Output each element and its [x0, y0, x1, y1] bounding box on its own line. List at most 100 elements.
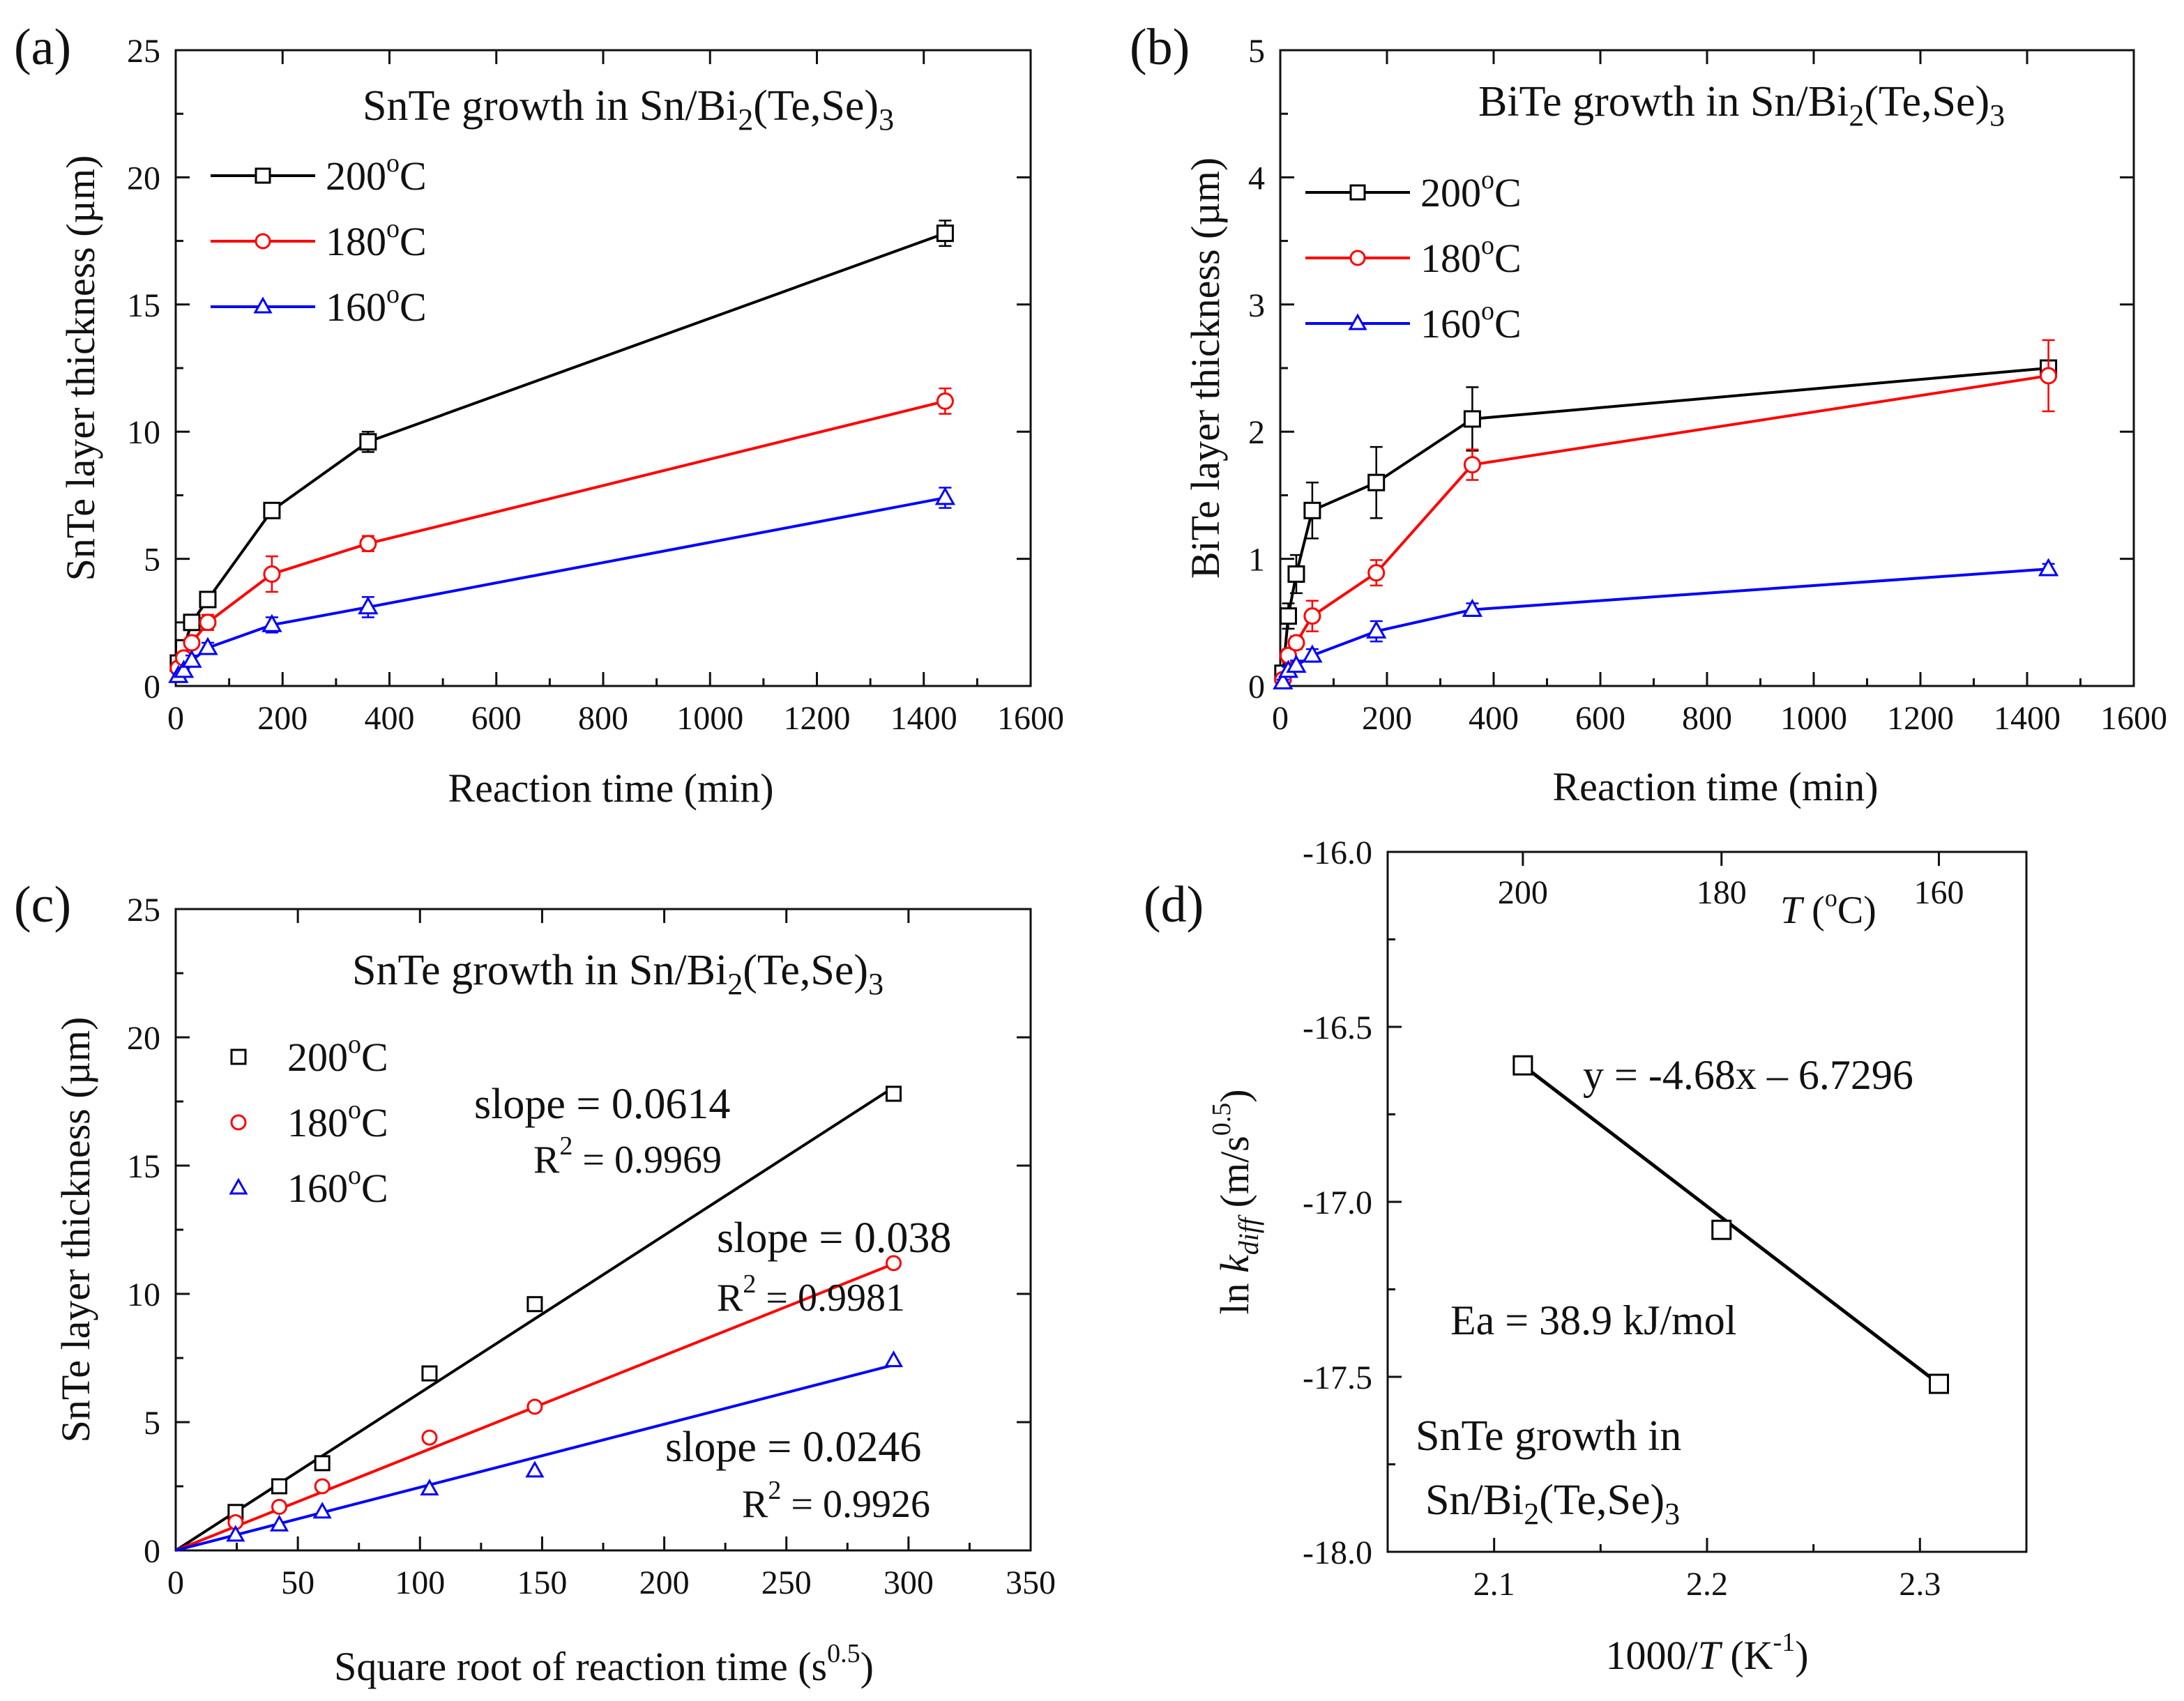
panel-a-frame — [174, 49, 1032, 687]
data-point — [181, 649, 202, 668]
y-tick-label: 15 — [127, 1148, 160, 1185]
y-tick-label: -16.0 — [1303, 834, 1372, 871]
data-point — [525, 1460, 545, 1478]
y-tick-label: 5 — [144, 1405, 160, 1442]
y-tick-label: 4 — [1248, 160, 1265, 197]
panel-d-series — [1512, 1055, 1950, 1394]
panel-d-top-axis-label: T (oC) — [1780, 884, 1876, 932]
legend-marker — [1349, 184, 1366, 201]
panel-c-chart: 0 50 100 150 200 250 300 350 0 5 10 15 20 25 SnTe gro… — [53, 892, 1056, 1689]
data-point — [936, 392, 954, 410]
x-tick-label: 1400 — [890, 700, 957, 737]
x-tick-label: 1000 — [676, 700, 743, 737]
data-point — [199, 613, 217, 632]
x-tick-label: 1400 — [1994, 700, 2061, 737]
x-tick-label: 1200 — [784, 700, 851, 737]
panel-c-ticks: 0 50 100 150 200 250 300 350 0 5 10 15 20 25 — [127, 892, 1056, 1601]
x-tick-label: 200 — [257, 700, 308, 737]
panel-d-equation: y = -4.68x – 6.7296 — [1583, 1052, 1913, 1098]
y-tick-label: -17.5 — [1303, 1359, 1372, 1396]
panel-c-series — [174, 1085, 904, 1552]
x-tick-label: 2.2 — [1686, 1566, 1728, 1603]
x-tick-label: 50 — [281, 1564, 314, 1601]
data-point — [226, 1525, 245, 1542]
y-tick-label: 2 — [1248, 414, 1265, 451]
x-tick-label: 1200 — [1887, 700, 1954, 737]
slope-annotation: slope = 0.0614 — [474, 1081, 730, 1128]
panel-d-ylabel: ln kdiff (m/s0.5) — [1207, 1089, 1264, 1314]
data-point — [1367, 564, 1386, 582]
panel-c-xlabel: Square root of reaction time (s0.5) — [334, 1639, 874, 1689]
data-point — [885, 1085, 902, 1102]
data-point — [526, 1398, 543, 1415]
r2-annotation: R2 = 0.9969 — [533, 1131, 722, 1182]
panel-b-legend: 200oC 180oC 160oC — [1305, 165, 1522, 346]
legend-label: 200oC — [326, 148, 427, 199]
x-tick-label: 0 — [167, 700, 184, 737]
y-tick-label: 20 — [127, 1020, 160, 1057]
y-tick-label: 0 — [144, 669, 160, 705]
x-tick-label: 600 — [1575, 700, 1625, 737]
data-point — [312, 1502, 332, 1519]
slope-annotation: slope = 0.0246 — [665, 1424, 921, 1471]
series-line — [177, 399, 946, 669]
data-point — [1287, 565, 1305, 583]
fit-line — [174, 1086, 895, 1552]
r2-annotation: R2 = 0.9981 — [717, 1269, 905, 1320]
panel-a-xlabel: Reaction time (min) — [448, 765, 773, 811]
panel-b-xlabel: Reaction time (min) — [1552, 764, 1878, 809]
panel-a-chart: 0 200 400 600 800 1000 1200 1400 16000510152025 … — [58, 33, 1064, 811]
legend-label: 180oC — [326, 214, 427, 264]
data-point — [936, 224, 954, 243]
panel-a-legend: 200oC 180oC 160oC — [211, 148, 427, 330]
panel-label-c: (c) — [14, 876, 71, 933]
data-point — [314, 1478, 331, 1495]
panel-b-series — [1273, 339, 2059, 689]
series-line — [1281, 374, 2049, 680]
x-tick-label: 300 — [884, 1564, 934, 1601]
legend-marker — [253, 296, 273, 314]
x-tick-label: 150 — [517, 1564, 567, 1601]
data-point — [359, 535, 377, 553]
legend-label: 160oC — [326, 280, 427, 330]
x-tick-label: 1000 — [1780, 700, 1847, 737]
data-point — [314, 1455, 331, 1472]
data-point — [421, 1365, 438, 1382]
data-point — [263, 501, 281, 519]
y-tick-label: 1 — [1248, 542, 1265, 579]
panel-d-note-line1: SnTe growth in — [1416, 1412, 1681, 1460]
data-point — [421, 1429, 438, 1446]
data-point — [358, 596, 379, 615]
data-point — [199, 590, 217, 609]
data-point — [1462, 598, 1483, 617]
y-tick-label: 25 — [127, 33, 160, 70]
data-point — [269, 1514, 289, 1532]
data-point — [1711, 1219, 1732, 1240]
x-tick-label: 2.1 — [1473, 1566, 1515, 1603]
data-point — [1366, 620, 1387, 639]
data-point — [1303, 501, 1321, 519]
legend-label: 160oC — [287, 1161, 388, 1211]
y-tick-label: 0 — [144, 1533, 160, 1570]
data-point — [1463, 410, 1481, 428]
x-tick-label: 400 — [1469, 700, 1519, 737]
y-tick-label: 25 — [127, 892, 160, 929]
x-tick-label: 600 — [471, 700, 522, 737]
panel-a-title: SnTe growth in Sn/Bi2(Te,Se)3 — [363, 82, 894, 137]
data-point — [1512, 1055, 1533, 1076]
data-point — [173, 659, 195, 678]
data-point — [1367, 473, 1386, 491]
data-point — [197, 636, 218, 655]
data-point — [1273, 671, 1294, 689]
data-point — [183, 634, 201, 652]
x-tick-label: 400 — [365, 700, 415, 737]
y-tick-label: 10 — [127, 414, 160, 451]
top-axis-tick-label: 180 — [1697, 874, 1747, 911]
panel-a-ylabel: SnTe layer thickness (µm) — [58, 155, 103, 581]
panel-c-ylabel: SnTe layer thickness (µm) — [53, 1017, 98, 1443]
x-tick-label: 800 — [1682, 700, 1732, 737]
panel-d-note-line2: Sn/Bi2(Te,Se)3 — [1425, 1477, 1680, 1531]
panel-d-ea: Ea = 38.9 kJ/mol — [1450, 1297, 1736, 1343]
data-point — [263, 565, 281, 583]
